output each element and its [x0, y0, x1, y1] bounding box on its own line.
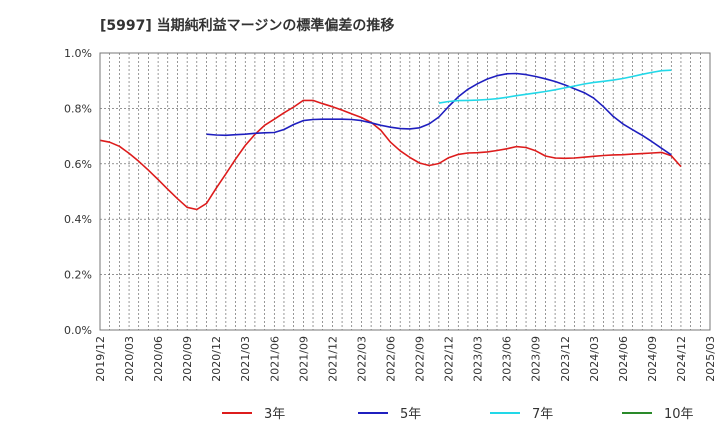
series-line-7年 [438, 69, 672, 104]
plot-frame [99, 52, 711, 331]
x-tick-label: 2024/06 [617, 336, 630, 382]
x-tick-label: 2019/12 [94, 336, 107, 382]
x-tick-label: 2024/09 [646, 336, 659, 382]
x-tick-label: 2023/06 [501, 336, 514, 382]
x-tick-label: 2024/12 [675, 336, 688, 382]
x-tick-label: 2020/06 [152, 336, 165, 382]
legend-label: 7年 [532, 407, 553, 422]
x-tick-label: 2020/12 [210, 336, 223, 382]
series-layer [99, 69, 682, 211]
grid-layer [100, 53, 710, 330]
x-tick-label: 2022/09 [414, 336, 427, 382]
legend-item: 3年 [222, 407, 285, 422]
y-axis: 0.0% 0.2% 0.4% 0.6% 0.8% 1.0% [64, 47, 92, 337]
x-tick-label: 2024/03 [588, 336, 601, 382]
legend: 3年 5年 7年 10年 [222, 407, 694, 422]
y-tick-label: 0.4% [64, 213, 92, 226]
x-tick-label: 2020/09 [181, 336, 194, 382]
y-tick-label: 0.2% [64, 269, 92, 282]
x-tick-label: 2021/03 [239, 336, 252, 382]
x-tick-label: 2020/03 [123, 336, 136, 382]
legend-item: 10年 [622, 407, 694, 422]
series-line-5年 [206, 72, 672, 156]
x-tick-label: 2021/12 [326, 336, 339, 382]
x-tick-label: 2022/12 [443, 336, 456, 382]
x-axis: 2019/12 2020/03 2020/06 2020/09 2020/12 2021/… [94, 336, 717, 382]
x-tick-label: 2021/06 [268, 336, 281, 382]
y-tick-label: 0.0% [64, 324, 92, 337]
x-tick-label: 2023/12 [559, 336, 572, 382]
y-tick-label: 1.0% [64, 47, 92, 60]
x-tick-label: 2025/03 [704, 336, 717, 382]
legend-label: 3年 [264, 407, 285, 422]
x-tick-label: 2022/03 [355, 336, 368, 382]
legend-label: 10年 [664, 407, 694, 422]
x-tick-label: 2021/09 [297, 336, 310, 382]
x-tick-label: 2022/06 [384, 336, 397, 382]
chart-title: [5997] 当期純利益マージンの標準偏差の推移 [100, 17, 394, 34]
series-line-3年 [99, 99, 682, 211]
legend-item: 7年 [490, 407, 553, 422]
y-tick-label: 0.6% [64, 158, 92, 171]
legend-label: 5年 [400, 407, 421, 422]
x-tick-label: 2023/09 [530, 336, 543, 382]
y-tick-label: 0.8% [64, 102, 92, 115]
x-tick-label: 2023/03 [472, 336, 485, 382]
legend-item: 5年 [358, 407, 421, 422]
